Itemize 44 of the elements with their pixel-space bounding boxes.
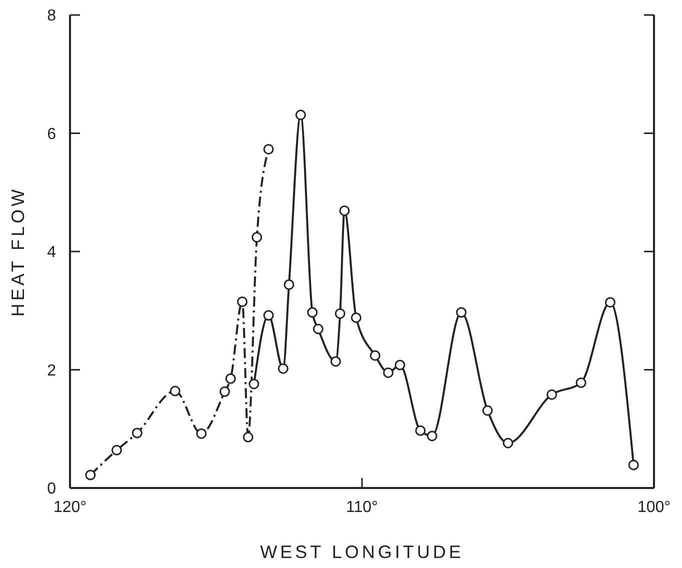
point [394, 360, 406, 370]
point [312, 324, 324, 334]
point [576, 378, 586, 388]
y-tick-label: 6 [47, 126, 56, 143]
point [426, 430, 438, 442]
point [334, 308, 346, 319]
point [339, 205, 350, 216]
point [546, 389, 558, 400]
x-tick-label: 100° [637, 499, 671, 516]
point [263, 144, 274, 154]
point [170, 386, 180, 396]
point [482, 405, 493, 416]
x-tick-label: 120° [53, 499, 87, 516]
point [220, 386, 230, 397]
point [132, 428, 142, 438]
point [370, 350, 380, 361]
point [330, 356, 341, 367]
x-axis-title: WEST LONGITUDE [260, 542, 464, 562]
y-tick-label: 4 [47, 244, 56, 262]
point [237, 296, 248, 308]
point [502, 438, 514, 448]
point [604, 297, 616, 308]
point [196, 428, 207, 439]
point [242, 432, 254, 442]
y-axis-title: HEAT FLOW [8, 186, 28, 317]
point [350, 312, 362, 323]
point [278, 363, 288, 374]
point [284, 279, 294, 290]
y-tick-label: 8 [47, 8, 56, 25]
point [295, 110, 306, 120]
point [415, 425, 426, 436]
y-tick-label: 0 [47, 480, 56, 498]
point [111, 444, 122, 456]
y-tick-label: 2 [47, 362, 56, 380]
point [628, 460, 639, 470]
x-tick-label: 110° [346, 499, 378, 516]
point [263, 310, 274, 321]
point [456, 307, 467, 318]
point [252, 232, 262, 243]
point [307, 307, 318, 318]
point [225, 373, 236, 384]
point [85, 470, 96, 480]
point [248, 378, 260, 390]
point [383, 367, 394, 378]
